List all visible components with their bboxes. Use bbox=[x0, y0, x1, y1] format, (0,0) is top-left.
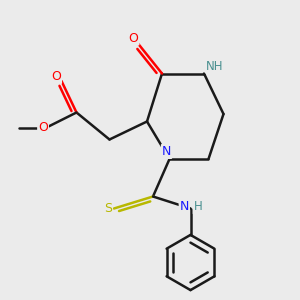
Text: N: N bbox=[180, 200, 189, 214]
Text: NH: NH bbox=[206, 59, 223, 73]
Text: N: N bbox=[162, 145, 171, 158]
Text: H: H bbox=[194, 200, 202, 214]
Text: O: O bbox=[51, 70, 61, 83]
Text: S: S bbox=[104, 202, 112, 215]
Text: O: O bbox=[38, 121, 48, 134]
Text: O: O bbox=[129, 32, 138, 45]
